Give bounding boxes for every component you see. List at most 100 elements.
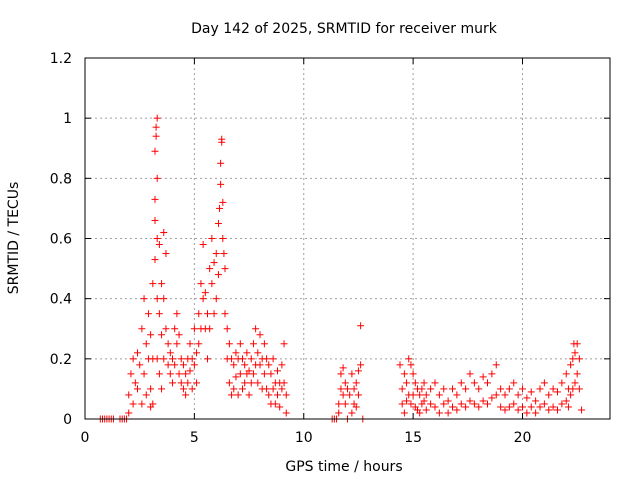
data-point: [254, 349, 262, 357]
data-point: [142, 340, 150, 348]
plot-frame: [84, 57, 611, 420]
data-point: [475, 403, 483, 411]
data-point: [186, 367, 194, 375]
data-point: [427, 385, 435, 393]
data-point: [177, 355, 185, 363]
data-point: [422, 406, 430, 414]
data-point: [403, 379, 411, 387]
data-point: [193, 349, 201, 357]
data-point: [470, 379, 478, 387]
data-point: [127, 370, 135, 378]
data-point: [136, 361, 144, 369]
data-point: [160, 355, 168, 363]
data-point: [405, 355, 413, 363]
data-point: [125, 409, 133, 417]
data-point: [280, 379, 288, 387]
data-point: [241, 361, 249, 369]
data-point: [462, 385, 470, 393]
data-point: [431, 403, 439, 411]
data-point: [151, 147, 159, 155]
data-point: [357, 322, 365, 330]
data-point: [466, 370, 474, 378]
y-tick-label: 1.2: [50, 51, 72, 67]
data-point: [523, 394, 531, 402]
data-point: [278, 385, 286, 393]
data-point: [457, 400, 465, 408]
data-point: [276, 403, 284, 411]
x-tick-label: 5: [190, 430, 199, 446]
data-point: [571, 379, 579, 387]
data-point: [219, 198, 227, 206]
data-point: [214, 271, 222, 279]
data-point: [149, 280, 157, 288]
data-point: [153, 235, 161, 242]
y-axis-label: SRMTID / TECUs: [6, 182, 22, 295]
data-point: [497, 385, 505, 393]
data-point: [341, 379, 349, 387]
data-point: [409, 370, 417, 378]
data-point: [228, 355, 236, 363]
data-point: [212, 250, 220, 258]
data-point: [177, 379, 185, 387]
data-point: [352, 379, 360, 387]
data-point: [532, 409, 540, 417]
data-point: [449, 403, 456, 411]
data-point: [348, 370, 356, 378]
data-point: [484, 400, 491, 408]
data-point: [578, 406, 586, 414]
data-point: [435, 391, 443, 399]
data-point: [210, 310, 218, 318]
data-point: [232, 349, 240, 357]
data-point: [505, 385, 513, 393]
data-point: [195, 340, 203, 348]
data-point: [138, 325, 146, 333]
data-point: [218, 138, 226, 146]
data-point: [416, 409, 424, 417]
data-point: [241, 379, 249, 387]
y-tick-label: 0: [63, 412, 72, 428]
data-point: [247, 379, 255, 387]
data-point: [230, 385, 238, 393]
data-point: [166, 349, 174, 357]
data-point: [492, 361, 500, 369]
data-point: [151, 216, 159, 224]
data-point: [197, 280, 205, 288]
data-point: [470, 400, 478, 408]
data-point: [182, 370, 190, 378]
data-point: [164, 361, 172, 369]
data-point: [488, 370, 496, 378]
data-point: [549, 385, 557, 393]
data-point: [335, 400, 343, 408]
data-point: [339, 391, 347, 399]
data-point: [444, 409, 452, 417]
data-point: [569, 385, 577, 393]
data-point: [346, 391, 354, 399]
data-point: [162, 250, 170, 258]
data-point: [501, 406, 509, 414]
data-point: [208, 235, 216, 242]
data-point: [245, 367, 253, 375]
data-point: [221, 265, 229, 273]
data-point: [337, 385, 345, 393]
data-point: [254, 379, 262, 387]
data-point: [344, 385, 351, 393]
x-axis-label: GPS time / hours: [285, 459, 402, 475]
data-point: [195, 310, 203, 318]
y-tick-label: 0.4: [50, 292, 72, 308]
data-point: [164, 340, 172, 348]
data-point: [554, 406, 561, 414]
data-point: [536, 403, 544, 411]
data-point: [249, 340, 257, 348]
data-point: [337, 370, 345, 378]
data-point: [271, 400, 279, 408]
data-point: [223, 325, 231, 333]
chart-title: Day 142 of 2025, SRMTID for receiver mur…: [191, 21, 498, 37]
data-point: [245, 391, 253, 399]
data-point: [435, 409, 443, 417]
data-point: [501, 391, 509, 399]
data-point: [571, 349, 579, 357]
data-point: [400, 409, 408, 417]
data-point: [175, 370, 183, 378]
data-point: [214, 219, 222, 227]
